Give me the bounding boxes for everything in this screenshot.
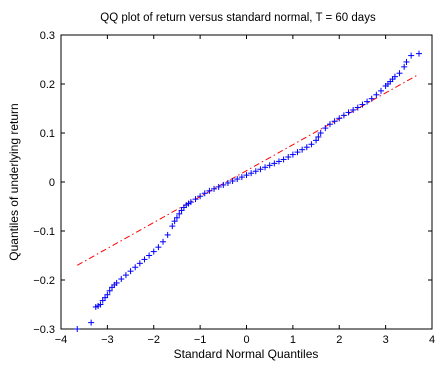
data-point [206, 187, 213, 194]
data-point [289, 151, 296, 158]
data-point [401, 63, 408, 70]
data-point [294, 149, 301, 156]
y-tick-label: −0.3 [33, 324, 55, 336]
data-point [364, 98, 371, 105]
x-tick-label: 0 [243, 334, 249, 346]
data-point [303, 144, 310, 151]
y-tick-label: −0.1 [33, 226, 55, 238]
y-tick-label: 0.3 [40, 30, 55, 42]
x-tick-label: −4 [55, 334, 68, 346]
y-axis-ticks: −0.3 −0.2 −0.1 0 0.1 0.2 0.3 [33, 30, 432, 336]
data-point [224, 179, 231, 186]
data-point [336, 115, 343, 122]
data-point [313, 137, 320, 144]
data-point [118, 276, 125, 283]
data-point [257, 166, 264, 173]
data-point [155, 244, 162, 251]
data-point [238, 174, 245, 181]
data-point [127, 268, 134, 275]
data-point [106, 287, 113, 294]
data-point [275, 158, 282, 165]
data-point [211, 185, 218, 192]
data-point [262, 164, 269, 171]
data-point [322, 125, 329, 132]
y-tick-label: 0 [49, 177, 55, 189]
data-points [74, 50, 423, 332]
data-point [350, 106, 357, 113]
data-point [299, 146, 306, 153]
data-point [252, 168, 259, 175]
y-tick-label: 0.2 [40, 79, 55, 91]
data-point [331, 118, 338, 125]
x-tick-label: 2 [336, 334, 342, 346]
data-point [354, 104, 361, 111]
data-point [377, 87, 384, 94]
data-point [173, 214, 180, 221]
x-tick-label: 1 [290, 334, 296, 346]
data-point [146, 252, 153, 259]
data-point [403, 58, 410, 65]
data-point [373, 91, 380, 98]
x-tick-label: 4 [429, 334, 435, 346]
data-point [176, 210, 183, 217]
x-axis-ticks: −4 −3 −2 −1 0 1 2 3 4 [55, 35, 435, 346]
data-point [317, 130, 324, 136]
data-point [285, 154, 292, 161]
y-axis-label: Quantiles of underlying return [7, 103, 21, 260]
data-point [408, 52, 415, 59]
data-point [192, 196, 199, 203]
data-point [308, 141, 315, 148]
data-point [169, 223, 176, 230]
data-point [122, 272, 129, 279]
data-point [368, 95, 375, 102]
data-point [248, 170, 255, 177]
data-point [160, 238, 167, 245]
data-point [88, 319, 95, 326]
data-point [229, 178, 236, 185]
data-point [113, 279, 120, 286]
data-point [280, 156, 287, 163]
x-tick-label: −2 [147, 334, 160, 346]
data-point [243, 172, 250, 179]
x-tick-label: −3 [101, 334, 114, 346]
data-point [271, 160, 278, 167]
data-point [359, 101, 366, 108]
data-point [326, 121, 333, 128]
data-point [234, 176, 241, 183]
data-point [345, 109, 352, 116]
data-point [391, 73, 398, 80]
data-point [187, 199, 194, 206]
data-point [104, 291, 111, 298]
y-tick-label: 0.1 [40, 128, 55, 140]
y-tick-label: −0.2 [33, 275, 55, 287]
data-point [150, 248, 157, 255]
data-point [215, 183, 222, 190]
data-point [201, 190, 208, 197]
data-point [136, 260, 143, 267]
data-point [315, 133, 322, 140]
chart-title: QQ plot of return versus standard normal… [100, 12, 376, 24]
data-point [132, 264, 139, 271]
data-point [220, 181, 227, 188]
x-tick-label: −1 [194, 334, 207, 346]
data-point [164, 231, 171, 238]
data-point [396, 70, 403, 77]
plot-area [60, 34, 433, 330]
x-axis-label: Standard Normal Quantiles [174, 347, 319, 361]
data-point [97, 301, 104, 308]
data-point [340, 112, 347, 119]
data-point [266, 162, 273, 169]
x-tick-label: 3 [383, 334, 389, 346]
data-point [141, 256, 148, 263]
data-point [197, 193, 204, 200]
data-point [171, 218, 178, 225]
data-point [74, 326, 81, 332]
data-point [416, 50, 423, 57]
